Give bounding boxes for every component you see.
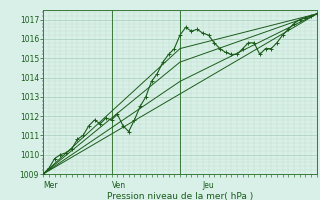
Text: Jeu: Jeu (203, 181, 214, 190)
Text: Pression niveau de la mer( hPa ): Pression niveau de la mer( hPa ) (107, 192, 253, 200)
Text: Ven: Ven (112, 181, 126, 190)
Text: Mer: Mer (43, 181, 58, 190)
